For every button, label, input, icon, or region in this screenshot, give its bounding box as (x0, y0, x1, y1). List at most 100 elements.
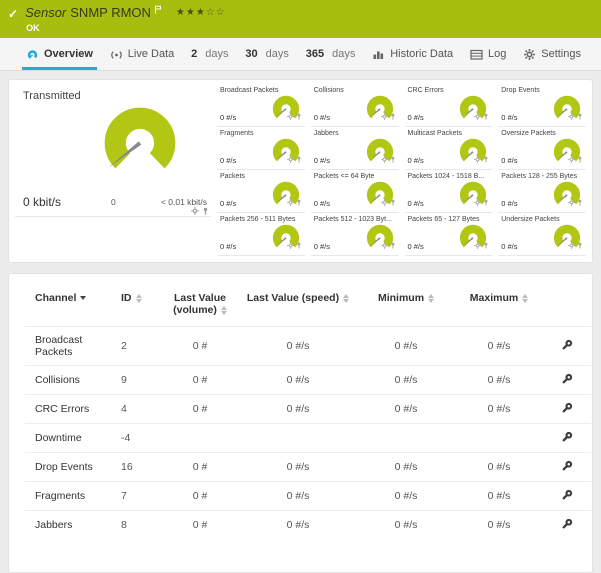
gear-icon[interactable] (286, 193, 294, 211)
gear-icon[interactable] (474, 150, 482, 168)
gear-icon[interactable] (568, 107, 575, 125)
table-row[interactable]: Broadcast Packets 2 0 # 0 #/s 0 #/s 0 #/… (25, 326, 591, 366)
pin-icon[interactable] (577, 193, 583, 211)
tab-30-days[interactable]: 30 days (241, 38, 293, 70)
pin-icon[interactable] (390, 193, 396, 211)
pin-icon[interactable] (483, 150, 489, 168)
tab-label: Log (488, 48, 507, 60)
mini-gauge-label: Packets 512 - 1023 Byt... (313, 216, 392, 223)
priority-stars[interactable]: ★★★☆☆ (175, 7, 226, 18)
pin-icon[interactable] (296, 150, 302, 168)
tab-overview[interactable]: Overview (22, 38, 97, 70)
mini-gauge-tile[interactable]: Drop Events 0 #/s (498, 84, 586, 127)
table-row[interactable]: Fragments 7 0 # 0 #/s 0 #/s 0 #/s (25, 481, 591, 511)
table-row[interactable]: Downtime -4 (25, 423, 591, 453)
tab-bar: Overview Live Data 2 days 30 days 365 days … (0, 38, 601, 71)
gear-icon[interactable] (474, 236, 482, 254)
gear-icon[interactable] (474, 193, 482, 211)
pin-icon[interactable] (577, 107, 583, 125)
cell-maximum: 0 #/s (455, 452, 543, 482)
mini-gauge-value: 0 #/s (407, 199, 424, 208)
mini-gauge-tile[interactable]: CRC Errors 0 #/s (404, 84, 493, 127)
pin-icon[interactable] (296, 193, 302, 211)
mini-gauge-tile[interactable]: Multicast Packets 0 #/s (404, 127, 493, 170)
pin-icon[interactable] (296, 236, 302, 254)
tab-number: 365 (305, 48, 325, 60)
gear-icon[interactable] (286, 107, 294, 125)
gear-icon[interactable] (286, 236, 294, 254)
column-header-minimum[interactable]: Minimum (357, 288, 455, 327)
gear-icon[interactable] (286, 150, 294, 168)
column-header-last-value-volume[interactable]: Last Value (volume) (161, 288, 239, 327)
mini-gauge-tile[interactable]: Packets <= 64 Byte 0 #/s (310, 170, 399, 213)
mini-gauge-tile[interactable]: Fragments 0 #/s (217, 127, 305, 170)
table-row[interactable]: CRC Errors 4 0 # 0 #/s 0 #/s 0 #/s (25, 394, 591, 424)
cell-channel: Jabbers (25, 510, 113, 539)
tab-log[interactable]: Log (466, 38, 510, 70)
priority-flag-icon[interactable] (154, 2, 162, 17)
gear-icon[interactable] (380, 150, 388, 168)
cell-maximum: 0 #/s (455, 481, 543, 511)
gauges-panel: Transmitted 0 < 0.01 kbit/s 0 kbit/s Bro… (8, 79, 593, 263)
channel-settings-wrench-icon[interactable] (562, 489, 573, 503)
mini-gauge-tile[interactable]: Oversize Packets 0 #/s (498, 127, 586, 170)
table-row[interactable]: Jabbers 8 0 # 0 #/s 0 #/s 0 #/s (25, 510, 591, 539)
column-header-channel[interactable]: Channel (25, 288, 113, 327)
mini-gauge-tile[interactable]: Packets 0 #/s (217, 170, 305, 213)
pin-icon[interactable] (390, 150, 396, 168)
pin-icon[interactable] (577, 150, 583, 168)
channel-settings-wrench-icon[interactable] (562, 339, 573, 353)
tab-2-days[interactable]: 2 days (187, 38, 232, 70)
pin-icon[interactable] (577, 236, 583, 254)
column-header-id[interactable]: ID (113, 288, 161, 327)
mini-gauge-dial (366, 181, 393, 208)
channel-settings-wrench-icon[interactable] (562, 518, 573, 532)
pin-icon[interactable] (296, 107, 302, 125)
mini-gauge-tile[interactable]: Packets 65 - 127 Bytes 0 #/s (404, 213, 493, 256)
gear-icon[interactable] (380, 236, 388, 254)
pin-icon[interactable] (390, 107, 396, 125)
mini-gauge-tile[interactable]: Jabbers 0 #/s (310, 127, 399, 170)
gear-icon (523, 48, 536, 61)
channel-settings-wrench-icon[interactable] (562, 402, 573, 416)
channel-table-panel: Channel ID Last Value (volume) Last Valu… (8, 273, 593, 573)
mini-gauge-dial (366, 138, 393, 165)
tab-live-data[interactable]: Live Data (106, 38, 178, 70)
channel-settings-wrench-icon[interactable] (562, 373, 573, 387)
tab-label: days (205, 48, 229, 60)
table-row[interactable]: Drop Events 16 0 # 0 #/s 0 #/s 0 #/s (25, 452, 591, 482)
pin-icon[interactable] (483, 236, 489, 254)
mini-gauge-tile[interactable]: Broadcast Packets 0 #/s (217, 84, 305, 127)
pin-icon[interactable] (390, 236, 396, 254)
gear-icon[interactable] (568, 150, 575, 168)
column-header-actions (543, 288, 591, 327)
gear-icon[interactable] (568, 193, 575, 211)
primary-gauge-tile[interactable]: Transmitted 0 < 0.01 kbit/s 0 kbit/s (15, 84, 211, 217)
tab-settings[interactable]: Settings (519, 38, 585, 70)
table-row[interactable]: Collisions 9 0 # 0 #/s 0 #/s 0 #/s (25, 365, 591, 395)
gear-icon[interactable] (474, 107, 482, 125)
sort-both-icon (343, 293, 350, 303)
channel-settings-wrench-icon[interactable] (562, 460, 573, 474)
mini-gauge-tile[interactable]: Collisions 0 #/s (310, 84, 399, 127)
mini-gauge-value: 0 #/s (407, 156, 424, 165)
gear-icon[interactable] (380, 193, 388, 211)
tab-365-days[interactable]: 365 days (302, 38, 360, 70)
pin-icon[interactable] (483, 193, 489, 211)
cell-minimum (357, 423, 455, 453)
pin-icon[interactable] (483, 107, 489, 125)
gear-icon[interactable] (191, 202, 199, 220)
tab-historic-data[interactable]: Historic Data (368, 38, 457, 70)
channel-settings-wrench-icon[interactable] (562, 431, 573, 445)
mini-gauge-tile[interactable]: Packets 256 - 511 Bytes 0 #/s (217, 213, 305, 256)
mini-gauge-tile[interactable]: Packets 128 - 255 Bytes 0 #/s (498, 170, 586, 213)
gear-icon[interactable] (568, 236, 575, 254)
mini-gauge-tile[interactable]: Packets 1024 - 1518 B... 0 #/s (404, 170, 493, 213)
gear-icon[interactable] (380, 107, 388, 125)
column-header-last-value-speed[interactable]: Last Value (speed) (239, 288, 357, 327)
mini-gauge-tile[interactable]: Undersize Packets 0 #/s (498, 213, 586, 256)
mini-gauge-dial (272, 224, 299, 251)
pin-icon[interactable] (202, 202, 209, 220)
mini-gauge-tile[interactable]: Packets 512 - 1023 Byt... 0 #/s (310, 213, 399, 256)
column-header-maximum[interactable]: Maximum (455, 288, 543, 327)
